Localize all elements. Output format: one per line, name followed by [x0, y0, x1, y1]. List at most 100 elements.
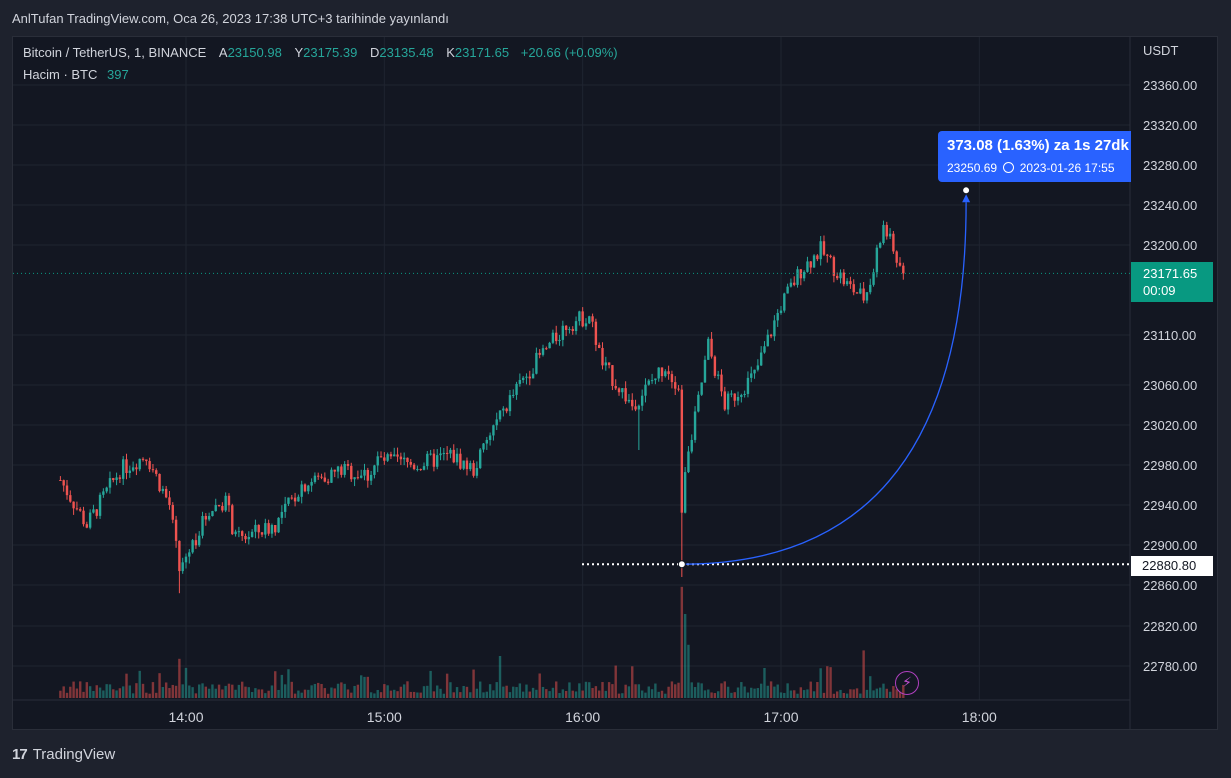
candle-body: [254, 524, 257, 532]
volume-bar: [703, 690, 707, 698]
candle-body: [607, 362, 611, 366]
candle-body: [158, 473, 161, 492]
candle-body: [128, 470, 132, 473]
candle-body: [277, 517, 280, 533]
volume-bar: [280, 674, 284, 698]
candle-body: [773, 320, 776, 337]
candle-body: [872, 272, 875, 285]
candle-body: [882, 224, 885, 244]
close-value: 23171.65: [454, 45, 510, 60]
volume-bar: [88, 686, 92, 698]
volume-bar: [135, 683, 138, 698]
candle-body: [518, 379, 522, 384]
candle-body: [459, 453, 462, 469]
volume-bar: [564, 690, 568, 698]
volume-bar: [105, 684, 108, 698]
volume-bar: [141, 683, 145, 698]
candle-body: [432, 453, 436, 467]
volume-bar: [574, 691, 578, 698]
volume-bar: [541, 686, 545, 698]
currency-label[interactable]: USDT: [1143, 43, 1179, 58]
volume-bar: [293, 693, 297, 698]
volume-bar: [469, 692, 472, 698]
volume-bar: [462, 685, 465, 698]
volume-bar: [125, 673, 128, 698]
candle-body: [541, 348, 545, 355]
y-tick-label: 23240.00: [1143, 198, 1197, 213]
volume-bar: [826, 666, 829, 698]
volume-bar: [79, 681, 82, 698]
candle-body: [201, 515, 204, 536]
volume-bar: [674, 684, 677, 698]
volume-bar: [697, 682, 700, 698]
candle-body: [105, 487, 108, 492]
candle-body: [475, 468, 479, 476]
volume-bar: [584, 681, 588, 698]
volume-bar: [571, 690, 574, 698]
candle-body: [515, 383, 518, 395]
candle-body: [79, 509, 82, 511]
volume-bar: [859, 693, 862, 698]
candle-body: [664, 371, 667, 377]
candle-body: [393, 454, 396, 457]
candle-body: [145, 459, 148, 462]
volume-bar: [346, 689, 350, 698]
volume-bar: [429, 670, 432, 698]
candle-body: [505, 408, 508, 412]
volume-bar: [604, 690, 608, 698]
candle-body: [660, 367, 664, 377]
volume-label: Hacim · BTC: [23, 67, 98, 82]
candle-body: [121, 459, 125, 479]
volume-bar: [538, 673, 541, 698]
y-tick-label: 22820.00: [1143, 619, 1197, 634]
candle-body: [693, 411, 697, 440]
volume-bar: [419, 692, 422, 698]
candle-body: [647, 380, 650, 385]
volume-bar: [759, 683, 763, 698]
brand-name: TradingView: [32, 746, 116, 763]
volume-bar: [158, 673, 161, 698]
volume-bar: [128, 685, 132, 698]
volume-bar: [545, 689, 548, 698]
candle-body: [561, 325, 565, 340]
volume-bar: [723, 681, 727, 698]
y-tick-label: 22860.00: [1143, 578, 1197, 593]
footer-brand[interactable]: 17 TradingView: [12, 746, 115, 763]
candle-body: [875, 247, 879, 273]
volume-bar: [267, 690, 270, 698]
candle-body: [531, 373, 535, 379]
volume-bar: [812, 691, 816, 698]
candle-body: [809, 261, 812, 268]
symbol-title[interactable]: Bitcoin / TetherUS, 1, BINANCE: [23, 45, 207, 60]
volume-bar: [607, 682, 611, 698]
candle-body: [759, 352, 763, 366]
candle-body: [624, 388, 627, 402]
volume-bar: [783, 692, 786, 698]
candle-body: [885, 224, 888, 237]
volume-bar: [597, 690, 601, 698]
volume-bar: [482, 692, 485, 698]
volume-bar: [326, 693, 330, 698]
x-tick-label: 17:00: [763, 709, 798, 725]
current-price-value: 23171.65: [1143, 266, 1198, 281]
volume-bar: [518, 683, 522, 698]
candle-body: [802, 271, 806, 279]
volume-bar: [333, 688, 336, 698]
candle-body: [336, 466, 340, 472]
candle-body: [769, 334, 773, 337]
volume-bar: [320, 683, 323, 698]
volume-bar: [379, 692, 383, 698]
volume-bar: [478, 681, 482, 698]
lightning-icon[interactable]: ⚡: [895, 671, 919, 695]
candle-body: [548, 342, 551, 349]
volume-bar: [112, 689, 115, 698]
candle-body: [244, 535, 247, 540]
publish-info: AnlTufan TradingView.com, Oca 26, 2023 1…: [12, 11, 449, 26]
candle-body: [148, 461, 151, 470]
candle-body: [267, 523, 270, 534]
measure-callout[interactable]: 373.08 (1.63%) za 1s 27dk 23250.69 2023-…: [938, 131, 1131, 182]
candle-body: [439, 453, 442, 456]
low-label: D: [369, 45, 380, 60]
candle-body: [293, 497, 297, 502]
